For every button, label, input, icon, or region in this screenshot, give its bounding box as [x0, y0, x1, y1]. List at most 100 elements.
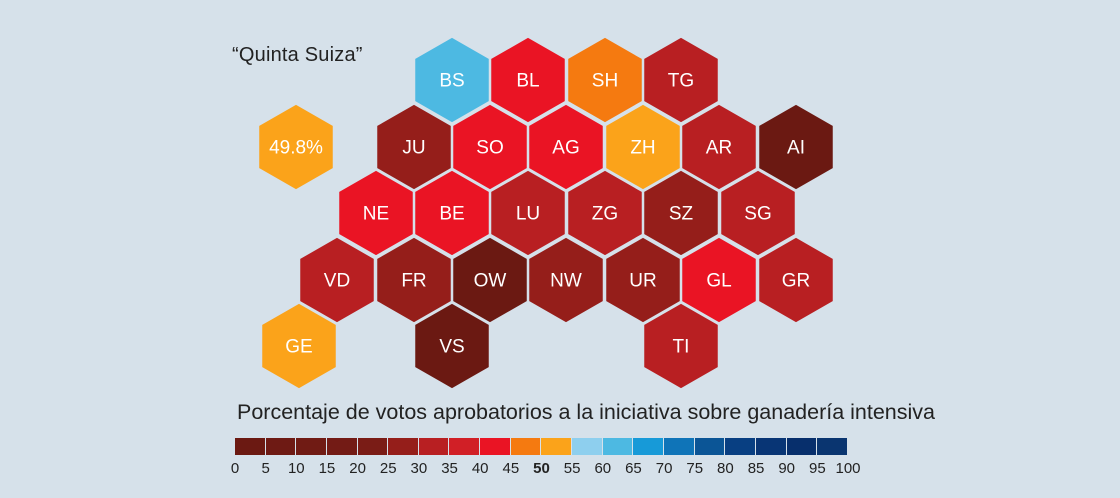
hex-shape	[413, 302, 491, 390]
hex-sg: SG	[719, 169, 797, 257]
hex-label: SG	[744, 204, 771, 225]
legend-tick: 75	[686, 460, 704, 477]
hex-sz: SZ	[642, 169, 720, 257]
hex-label: SO	[476, 138, 503, 159]
hex-label: ZH	[630, 138, 655, 159]
legend-swatch	[388, 438, 419, 455]
hex-zh: ZH	[604, 103, 682, 191]
hex-label: AG	[552, 138, 579, 159]
hex-shape	[337, 169, 415, 257]
hex-label: GR	[782, 271, 811, 292]
legend-tick: 25	[379, 460, 397, 477]
hex-shape	[489, 36, 567, 124]
legend-color-scale	[235, 438, 848, 455]
legend-tick: 50	[533, 460, 550, 477]
hex-label: TI	[673, 337, 690, 358]
hex-label: VS	[439, 337, 464, 358]
hex-shape	[757, 236, 835, 324]
legend-tick: 80	[717, 460, 734, 477]
legend-tick: 40	[471, 460, 489, 477]
hex-shape	[451, 236, 529, 324]
hex-label: SZ	[669, 204, 694, 225]
legend-swatch	[755, 438, 787, 455]
legend-swatch	[541, 438, 573, 455]
legend-tick: 0	[230, 460, 240, 477]
hex-lu: LU	[489, 169, 567, 257]
legend-swatch	[265, 438, 297, 455]
hex-shape	[375, 103, 453, 191]
hex-label: LU	[516, 204, 540, 225]
legend-swatch	[725, 438, 756, 455]
legend-tick: 90	[778, 460, 796, 477]
legend-tick: 5	[261, 460, 270, 477]
legend-swatch	[663, 438, 695, 455]
hex-shape	[604, 103, 682, 191]
legend-swatch	[817, 438, 848, 455]
legend-tick: 20	[349, 460, 366, 477]
legend-title: Porcentaje de votos aprobatorios a la in…	[237, 400, 935, 424]
hex-label: TG	[668, 71, 694, 92]
legend-tick-labels: 0 5 10 15 20 25 30 35 40 45 50 55 60 65 70 75 80 85 90 95 10…	[0, 460, 1120, 484]
fifth-switzerland-label: “Quinta Suiza”	[232, 44, 363, 66]
legend-swatch	[235, 438, 266, 455]
hex-ge: GE	[260, 302, 338, 390]
legend-swatch	[326, 438, 358, 455]
hex-label: 49.8%	[269, 138, 323, 159]
legend-swatch	[357, 438, 389, 455]
hex-vs: VS	[413, 302, 491, 390]
hex-shape	[566, 36, 644, 124]
hex-zg: ZG	[566, 169, 644, 257]
legend-swatch	[480, 438, 511, 455]
legend-swatch	[449, 438, 481, 455]
legend-swatch	[602, 438, 634, 455]
legend-tick: 70	[655, 460, 673, 477]
hex-shape	[451, 103, 529, 191]
hex-fr: FR	[375, 236, 453, 324]
hex-ti: TI	[642, 302, 720, 390]
hex-label: VD	[324, 271, 350, 292]
legend-tick: 100	[835, 460, 861, 477]
hex-label: NE	[363, 204, 389, 225]
legend-tick: 60	[594, 460, 612, 477]
hex-sh: SH	[566, 36, 644, 124]
hex-label: NW	[550, 271, 582, 292]
hex-ar: AR	[680, 103, 758, 191]
hex-nw: NW	[527, 236, 605, 324]
hex-label: AR	[706, 138, 732, 159]
hex-ju: JU	[375, 103, 453, 191]
hex-map: BS BL SH TG JU SO AG ZH AR AI NE BE LU ZG SZ SG VD FR OW NW…	[257, 36, 835, 390]
hex-498: 49.8%	[257, 103, 335, 191]
hex-shape	[527, 103, 605, 191]
legend-tick: 35	[441, 460, 458, 477]
hex-gl: GL	[680, 236, 758, 324]
hex-vd: VD	[298, 236, 376, 324]
legend-swatch	[296, 438, 327, 455]
hex-tg: TG	[642, 36, 720, 124]
hex-shape	[413, 36, 491, 124]
legend-tick: 15	[318, 460, 336, 477]
hex-label: SH	[592, 71, 618, 92]
hex-ai: AI	[757, 103, 835, 191]
legend-swatch	[510, 438, 542, 455]
legend-tick: 45	[502, 460, 520, 477]
hex-label: BE	[439, 204, 464, 225]
hex-label: ZG	[592, 204, 618, 225]
legend-tick: 95	[809, 460, 826, 477]
hex-shape	[257, 103, 335, 191]
hex-label: FR	[401, 271, 426, 292]
hex-shape	[527, 236, 605, 324]
legend-swatch	[786, 438, 818, 455]
hex-shape	[489, 169, 567, 257]
hex-label: GE	[285, 337, 312, 358]
hex-shape	[642, 302, 720, 390]
hex-ne: NE	[337, 169, 415, 257]
hex-shape	[260, 302, 338, 390]
legend-tick: 85	[747, 460, 765, 477]
hex-ur: UR	[604, 236, 682, 324]
hex-shape	[642, 169, 720, 257]
legend-tick: 30	[410, 460, 428, 477]
hex-ow: OW	[451, 236, 529, 324]
hex-so: SO	[451, 103, 529, 191]
legend-swatch	[694, 438, 726, 455]
legend-swatch	[633, 438, 664, 455]
